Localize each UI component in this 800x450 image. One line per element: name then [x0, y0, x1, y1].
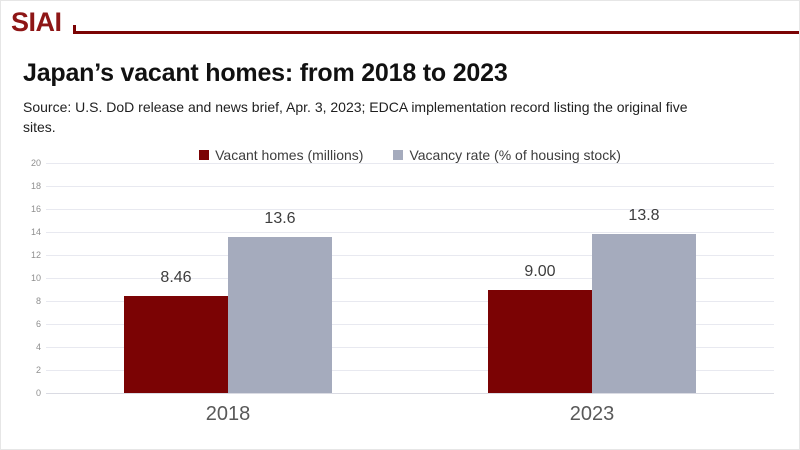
y-axis-tick-20: 20 [30, 158, 41, 168]
x-axis-label-2018: 2018 [205, 403, 251, 425]
legend-item-vacancy-rate: Vacancy rate (% of housing stock) [393, 147, 621, 163]
value-label-vacancy-rate-2023: 13.8 [628, 207, 660, 225]
y-axis-tick-14: 14 [30, 227, 41, 237]
legend-label: Vacant homes (millions) [215, 147, 364, 163]
gridline-y-12 [46, 255, 774, 256]
y-axis-tick-16: 16 [30, 204, 41, 214]
y-axis-tick-2: 2 [35, 365, 41, 375]
bar-vacant-homes-2018 [124, 295, 228, 393]
y-axis-tick-0: 0 [35, 388, 41, 398]
gridline-y-6 [46, 324, 774, 325]
bar-vacancy-rate-2018 [228, 236, 332, 393]
bar-vacancy-rate-2023 [592, 234, 696, 393]
gridline-y-14 [46, 232, 774, 233]
value-label-vacant-homes-2023: 9.00 [524, 262, 556, 280]
value-label-vacancy-rate-2018: 13.6 [264, 209, 296, 227]
y-axis-tick-6: 6 [35, 319, 41, 329]
y-axis-tick-12: 12 [30, 250, 41, 260]
brand-rule-tick [73, 25, 76, 34]
y-axis-tick-8: 8 [35, 296, 41, 306]
source-note: Source: U.S. DoD release and news brief,… [23, 99, 688, 135]
gridline-y-4 [46, 347, 774, 348]
gridline-y-10 [46, 278, 774, 279]
y-axis-tick-4: 4 [35, 342, 41, 352]
legend-swatch-icon [199, 150, 210, 160]
gridline-y-0 [46, 393, 774, 394]
y-axis-tick-18: 18 [30, 181, 41, 191]
brand-logo: SIAI [11, 7, 62, 37]
gridline-y-2 [46, 370, 774, 371]
x-axis-label-2023: 2023 [569, 403, 615, 425]
brand-rule [73, 31, 799, 34]
gridline-y-20 [46, 163, 774, 164]
legend-item-vacant-homes: Vacant homes (millions) [199, 147, 363, 163]
gridline-y-16 [46, 209, 774, 210]
chart-legend: Vacant homes (millions) Vacancy rate (% o… [46, 147, 774, 163]
value-label-vacant-homes-2018: 8.46 [160, 268, 192, 286]
bar-vacant-homes-2023 [488, 289, 592, 393]
page-title: Japan’s vacant homes: from 2018 to 2023 [23, 59, 508, 87]
legend-label: Vacancy rate (% of housing stock) [409, 147, 621, 163]
gridline-y-8 [46, 301, 774, 302]
gridline-y-18 [46, 186, 774, 187]
y-axis-tick-10: 10 [30, 273, 41, 283]
legend-swatch-icon [393, 150, 404, 160]
